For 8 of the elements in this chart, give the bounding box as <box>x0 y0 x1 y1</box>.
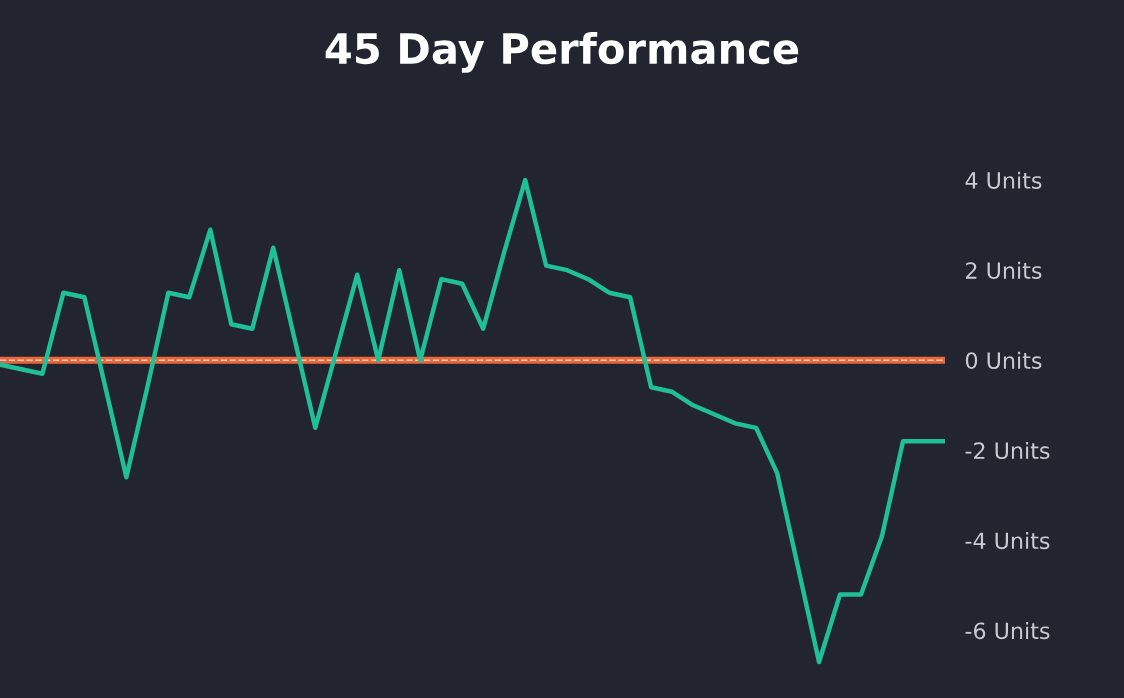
y-tick-label: -2 Units <box>965 441 1050 460</box>
text: 45 Day Performance <box>325 32 799 73</box>
line-series <box>0 177 945 665</box>
y-tick-label: 4 Units <box>965 171 1042 189</box>
y-tick-label: 2 Units <box>966 261 1042 279</box>
y-tick-label: -6 Units <box>965 622 1050 640</box>
y-tick-label: -4 Units <box>965 531 1050 550</box>
y-tick-label: 0 Units <box>965 351 1042 370</box>
